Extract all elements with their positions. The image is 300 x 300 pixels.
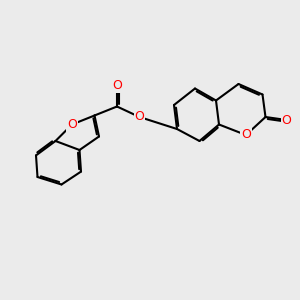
Text: O: O [241, 128, 251, 142]
Text: O: O [112, 79, 122, 92]
Text: O: O [282, 113, 291, 127]
Text: O: O [67, 118, 77, 131]
Text: O: O [135, 110, 144, 124]
